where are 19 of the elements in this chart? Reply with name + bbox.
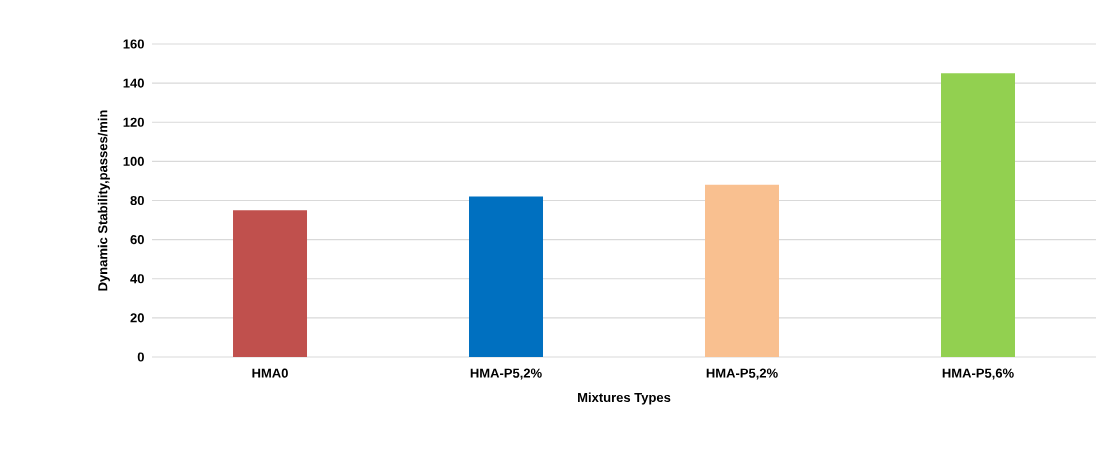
y-tick-label: 20 — [130, 313, 144, 323]
y-axis-title: Dynamic Stability,passes/min — [97, 110, 110, 291]
bar — [469, 196, 544, 357]
y-tick-label: 40 — [130, 274, 144, 284]
x-axis-title: Mixtures Types — [578, 392, 671, 405]
bar — [705, 184, 779, 357]
x-tick-label: HMA0 — [252, 368, 288, 378]
y-tick-label: 140 — [123, 78, 144, 88]
x-tick-label: HMA-P5,2% — [470, 368, 542, 380]
bar — [941, 73, 1015, 357]
y-tick-label: 160 — [123, 39, 144, 49]
y-tick-label: 80 — [130, 195, 144, 206]
x-tick-label: HMA-P5,6% — [942, 368, 1014, 380]
y-tick-label: 0 — [137, 352, 144, 362]
y-tick-label: 120 — [123, 117, 144, 127]
x-tick-label: HMA-P5,2% — [706, 368, 778, 380]
bar — [233, 210, 308, 357]
y-tick-label: 60 — [130, 235, 144, 245]
y-tick-label: 100 — [123, 156, 144, 166]
